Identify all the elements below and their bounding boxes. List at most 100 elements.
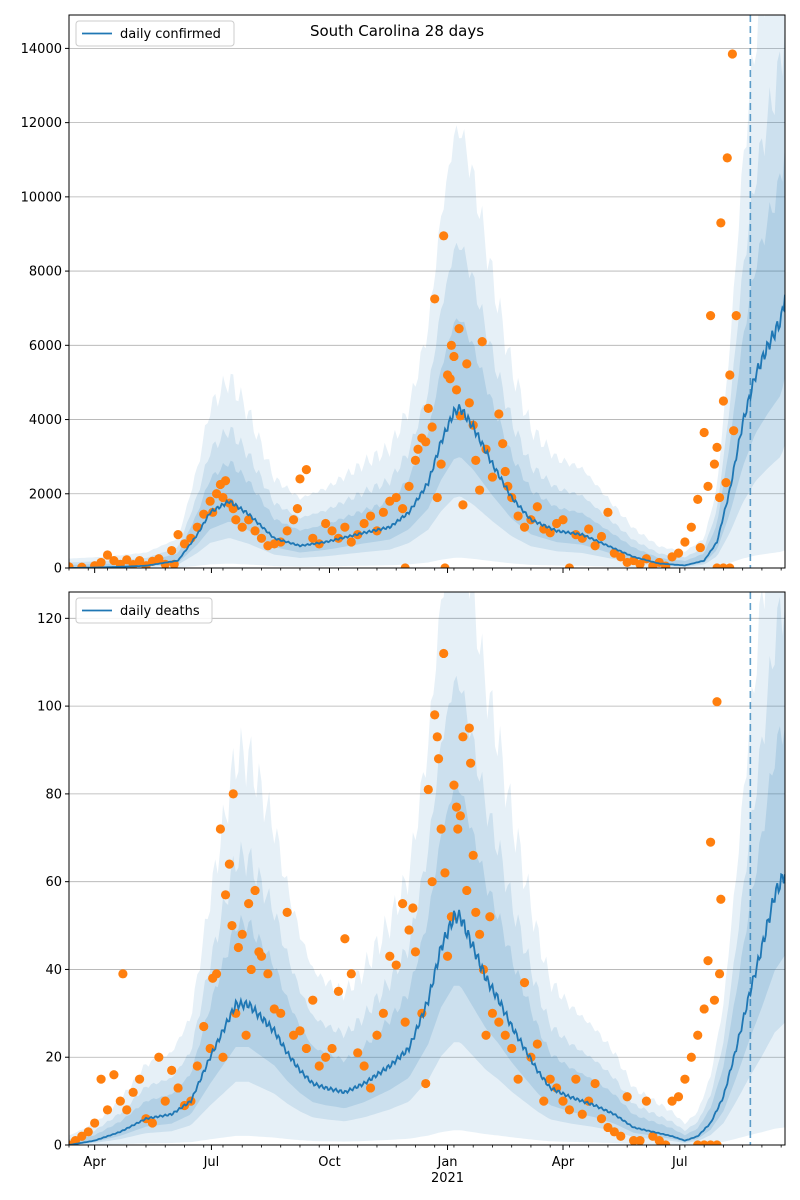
data-point — [430, 294, 440, 304]
data-point — [458, 500, 468, 510]
data-point — [513, 1074, 523, 1084]
data-point — [308, 995, 318, 1005]
data-point — [716, 218, 726, 228]
deaths-chart-panel: 0 20 40 60 80 100 120 Apr Jul Oct Jan Apr Jul 2021 d… — [37, 591, 786, 1186]
data-point — [654, 1136, 664, 1145]
data-point — [179, 539, 190, 549]
data-point — [295, 1026, 305, 1036]
data-point — [282, 907, 292, 917]
data-point — [288, 515, 299, 525]
chart-title: South Carolina 28 days — [310, 22, 484, 40]
data-point — [596, 531, 607, 542]
y-tick-label: 10000 — [21, 190, 62, 205]
data-point — [410, 947, 421, 957]
data-point — [725, 370, 735, 380]
data-point — [69, 562, 74, 568]
data-point — [729, 426, 739, 436]
y-tick-label: 14000 — [21, 42, 62, 57]
data-point — [532, 502, 542, 512]
data-point — [421, 1078, 431, 1089]
data-point — [413, 444, 423, 454]
data-point — [475, 485, 485, 495]
data-point — [246, 964, 256, 975]
data-point — [327, 526, 337, 536]
y-tick-label: 12000 — [21, 116, 62, 131]
data-point — [192, 1061, 202, 1071]
data-point — [346, 537, 356, 547]
data-point — [699, 427, 709, 438]
data-point — [454, 324, 464, 334]
confirmed-chart-panel: 0 2000 4000 6000 8000 10000 12000 14000 South C… — [21, 14, 786, 577]
data-point — [400, 1017, 410, 1027]
x-tick-label: Jul — [671, 1155, 688, 1170]
data-point — [451, 802, 462, 812]
y-tick-label: 4000 — [29, 413, 62, 428]
data-point — [545, 1074, 555, 1084]
data-point — [709, 459, 720, 469]
data-point — [340, 934, 350, 944]
data-point — [231, 515, 241, 525]
data-point — [731, 311, 741, 321]
data-point — [288, 1030, 299, 1040]
data-point — [703, 956, 713, 966]
data-point — [301, 465, 311, 475]
data-point — [365, 511, 376, 521]
x-tick-label: Apr — [83, 1155, 106, 1170]
y-tick-label: 8000 — [29, 265, 62, 280]
data-point — [539, 1096, 549, 1106]
data-point — [590, 1078, 600, 1089]
x-tick-label: Oct — [318, 1155, 340, 1170]
data-point — [440, 563, 450, 568]
data-point — [703, 481, 713, 491]
data-point — [705, 311, 716, 321]
data-point — [500, 466, 510, 477]
data-point — [532, 1039, 542, 1049]
data-point — [693, 494, 703, 504]
data-point — [432, 732, 442, 742]
data-point — [440, 868, 450, 878]
data-point — [314, 1061, 324, 1071]
series-line — [69, 294, 785, 568]
data-point — [648, 1131, 658, 1141]
data-point — [327, 1043, 337, 1054]
data-point — [699, 1004, 709, 1014]
data-point — [475, 929, 485, 939]
confirmed-axes-frame — [68, 14, 786, 569]
data-point — [250, 526, 260, 536]
data-point — [485, 912, 495, 922]
data-point — [167, 1065, 177, 1075]
data-point — [391, 960, 401, 970]
data-point — [686, 1052, 696, 1062]
data-point — [507, 1043, 517, 1054]
x-tick-label: Jul — [203, 1155, 220, 1170]
data-point — [321, 518, 331, 529]
data-point — [301, 1043, 311, 1054]
data-point — [584, 524, 594, 534]
data-point — [705, 837, 716, 847]
deaths-legend: daily deaths — [75, 597, 213, 624]
data-point — [716, 894, 726, 904]
data-point — [628, 1136, 639, 1145]
data-point — [449, 351, 459, 362]
y-tick-label: 0 — [54, 562, 62, 577]
data-point — [228, 789, 238, 799]
data-point — [244, 899, 254, 909]
data-point — [693, 1030, 703, 1040]
data-point — [118, 969, 128, 979]
data-point — [333, 986, 344, 996]
data-point — [603, 507, 613, 517]
data-point — [513, 511, 523, 521]
data-point — [154, 554, 164, 564]
data-point — [487, 472, 498, 482]
data-point — [122, 1105, 132, 1115]
data-point — [404, 925, 414, 935]
data-point — [199, 509, 209, 519]
y-tick-label: 80 — [45, 787, 62, 802]
data-point — [564, 1105, 575, 1115]
data-point — [481, 1030, 491, 1040]
data-point — [714, 492, 725, 503]
data-point — [340, 522, 350, 532]
data-point — [433, 754, 444, 764]
data-point — [596, 1114, 607, 1124]
confirmed-legend: daily confirmed — [75, 20, 235, 47]
